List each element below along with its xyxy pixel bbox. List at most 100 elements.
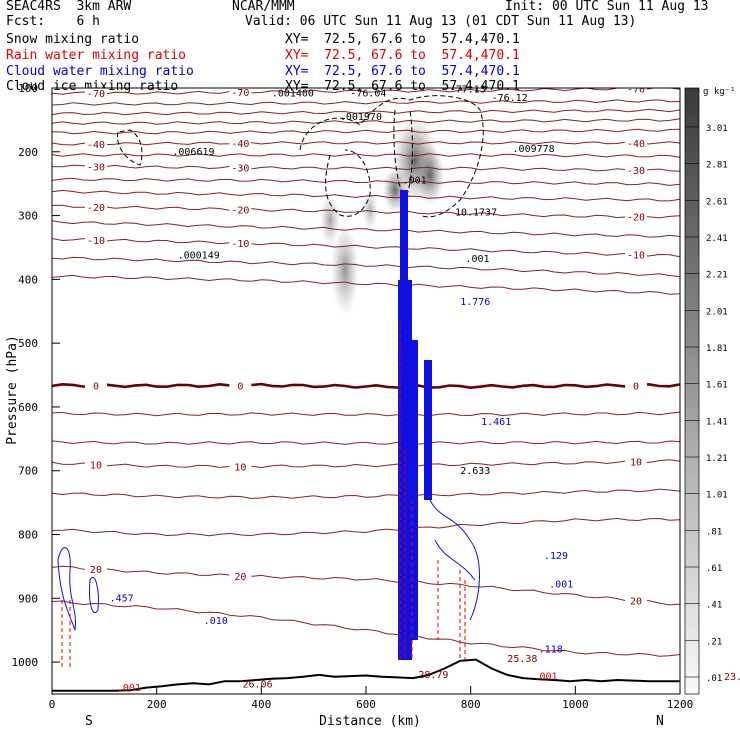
isotherm — [52, 128, 680, 135]
isotherm — [52, 600, 680, 657]
y-tick-label: 700 — [18, 465, 38, 478]
isotherm — [52, 517, 680, 537]
isotherm-label: -40 — [231, 139, 249, 150]
colorbar — [684, 87, 700, 695]
x-axis-left-end: S — [85, 714, 93, 729]
x-tick-label: 800 — [461, 698, 481, 711]
extremum-label: 23.94 — [724, 672, 740, 683]
snow-shading — [362, 190, 378, 230]
colorbar-tick-label: 1.41 — [706, 417, 728, 427]
isotherm-label-bg — [229, 379, 252, 391]
extremum-label: .001 — [549, 579, 573, 590]
isotherm-label-bg — [84, 563, 107, 575]
cloud-ice-contour — [116, 129, 143, 166]
colorbar-tick-label: .41 — [706, 601, 722, 611]
isotherm-label-bg — [229, 88, 252, 98]
snow-shading — [416, 145, 444, 205]
extremum-label: .118 — [539, 645, 563, 656]
extremum-label: .001400 — [272, 88, 314, 99]
isotherm-label: 0 — [93, 382, 99, 393]
field-snow-xy: XY= 72.5, 67.6 to 57.4,470.1 — [285, 32, 520, 47]
cloud-ice-contour — [299, 95, 484, 218]
colorbar-tick-label: 1.61 — [706, 381, 728, 391]
x-tick-label: 0 — [49, 698, 56, 711]
colorbar-tick-label: 2.01 — [706, 307, 728, 317]
extremum-label: .006619 — [172, 147, 214, 158]
isotherm — [52, 220, 680, 238]
extremum-label: 10.1737 — [455, 208, 497, 219]
extremum-label: -77.13 — [450, 84, 486, 95]
isotherm-label-bg — [625, 455, 648, 467]
colorbar-tick-label: 1.81 — [706, 344, 728, 354]
extremum-label: .010 — [204, 616, 228, 627]
isotherm-label: -30 — [627, 166, 645, 177]
snow-shading — [331, 225, 359, 315]
colorbar-tick-label: 2.21 — [706, 271, 728, 281]
extremum-label: .457 — [110, 594, 134, 605]
cloud-water-core — [412, 340, 418, 640]
extremum-label: .129 — [544, 551, 568, 562]
isotherm-label: -70 — [231, 88, 249, 99]
isotherm — [52, 488, 680, 499]
y-axis-label: Pressure (hPa) — [5, 335, 20, 445]
isotherm — [52, 256, 680, 278]
isotherm — [52, 141, 680, 146]
isotherm-label: -30 — [87, 162, 105, 173]
isotherm-label-bg — [84, 458, 107, 470]
cloud-water-contour — [434, 539, 476, 581]
isotherm — [52, 274, 680, 295]
extremum-label: .001 — [117, 683, 141, 694]
x-tick-label: 600 — [356, 698, 376, 711]
y-tick-label: 400 — [18, 273, 38, 286]
organization: NCAR/MMM — [232, 0, 295, 14]
y-tick-label: 800 — [18, 529, 38, 542]
valid-time: Valid: 06 UTC Sun 11 Aug 13 (01 CDT Sun … — [245, 14, 637, 29]
isotherm — [52, 411, 680, 417]
isotherm-label: -10 — [231, 239, 249, 250]
isotherm-label: 0 — [237, 381, 243, 392]
cloud-water-core — [398, 280, 412, 660]
snow-shading — [320, 195, 340, 245]
isotherm-label: 10 — [234, 462, 246, 473]
field-rain-xy: XY= 72.5, 67.6 to 57.4,470.1 — [285, 48, 520, 63]
isotherm-label-bg — [625, 594, 648, 606]
isotherm-label-bg — [84, 233, 107, 245]
extremum-label: 28.79 — [418, 670, 448, 681]
x-tick-label: 200 — [147, 698, 167, 711]
colorbar-tick-label: .61 — [706, 564, 722, 574]
isotherm-label-bg — [229, 460, 252, 472]
forecast-hour: Fcst: 6 h — [6, 14, 100, 29]
colorbar-tick-label: 1.01 — [706, 491, 728, 501]
isotherm-label: -20 — [231, 205, 249, 216]
isotherm-label-bg — [625, 164, 648, 176]
cloud-water-contour — [57, 547, 77, 631]
isotherm-label: 10 — [90, 460, 102, 471]
colorbar-tick-label: 3.01 — [706, 124, 728, 134]
init-time: Init: 00 UTC Sun 11 Aug 13 — [505, 0, 709, 14]
extremum-label: 25.38 — [507, 654, 537, 665]
isotherm-label: -20 — [87, 203, 105, 214]
field-cloudwater: Cloud water mixing ratio — [6, 64, 194, 79]
cloud-water-core — [424, 360, 432, 500]
colorbar-tick-label: .81 — [706, 527, 722, 537]
colorbar-tick-label: 2.61 — [706, 197, 728, 207]
isotherm-label-bg — [229, 136, 252, 148]
cloud-water-core — [400, 190, 408, 280]
x-tick-label: 1200 — [667, 698, 694, 711]
isotherm — [52, 108, 680, 116]
isotherm-label: -70 — [87, 89, 105, 100]
isotherm-label: -10 — [627, 251, 645, 262]
isotherm-label-bg — [84, 88, 107, 99]
isotherm-label-bg — [625, 379, 648, 391]
isotherm — [52, 565, 680, 606]
isotherm-label: 10 — [630, 458, 642, 469]
isotherm — [52, 459, 680, 469]
isotherm-label: -70 — [627, 85, 645, 96]
extremum-label: .001 — [465, 254, 489, 265]
y-tick-label: 600 — [18, 401, 38, 414]
field-cloudwater-xy: XY= 72.5, 67.6 to 57.4,470.1 — [285, 64, 520, 79]
isotherm-label: 0 — [633, 382, 639, 393]
extremum-label: .001 — [403, 176, 427, 187]
cloud-water-contour — [429, 499, 480, 621]
isotherm — [52, 88, 680, 95]
